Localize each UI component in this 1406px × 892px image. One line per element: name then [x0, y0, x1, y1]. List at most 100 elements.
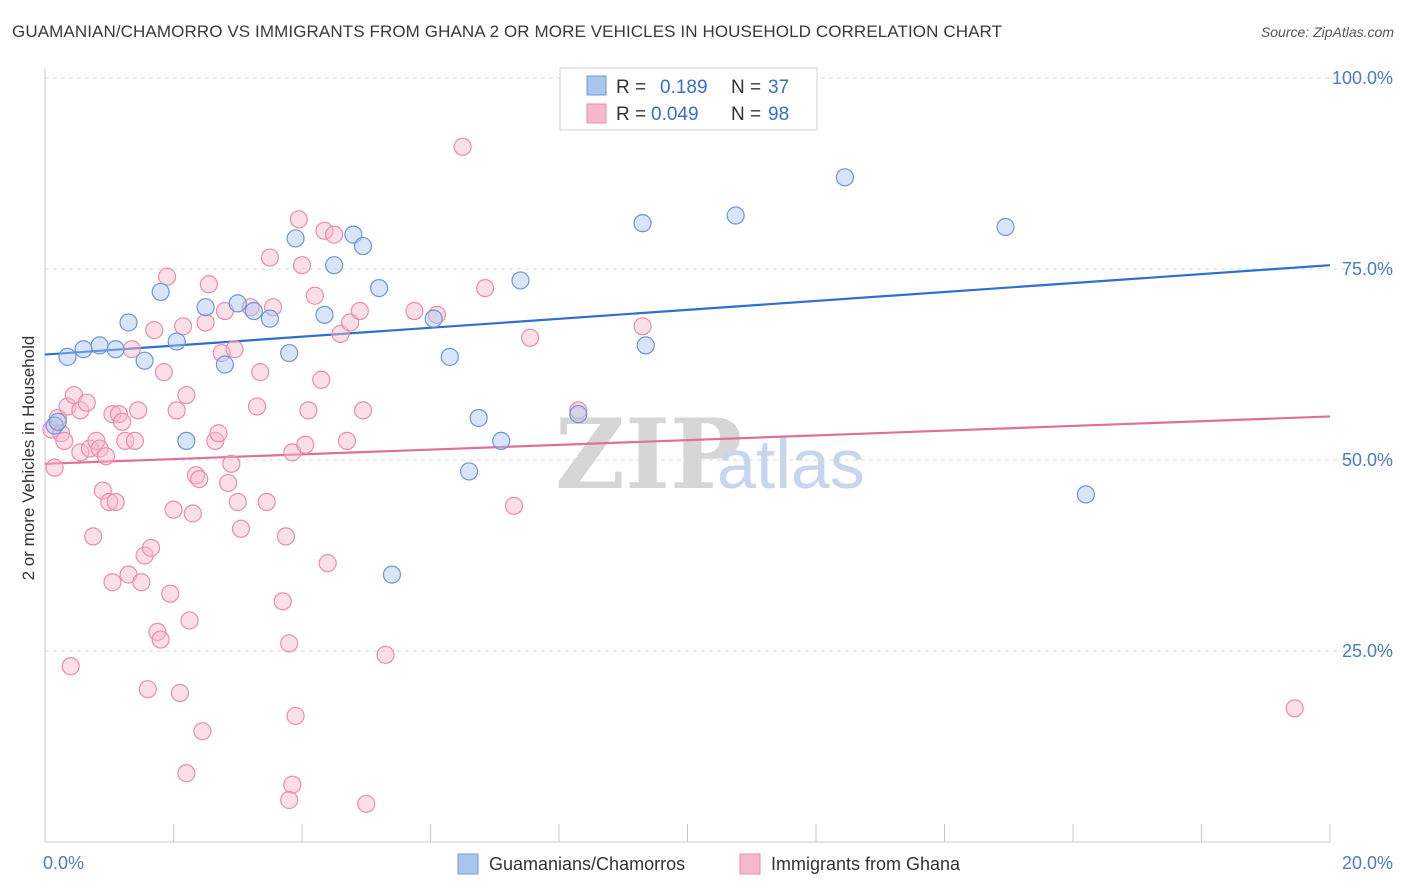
point-guamanian-24 — [440, 347, 459, 366]
point-ghana-52 — [209, 424, 228, 443]
point-ghana-30 — [138, 680, 157, 699]
point-ghana-58 — [228, 492, 247, 512]
point-ghana-38 — [164, 500, 183, 519]
point-ghana-81 — [337, 431, 357, 450]
point-guamanian-29 — [569, 405, 588, 424]
point-guamanian-17 — [315, 305, 334, 324]
trend-line-ghana — [44, 415, 1331, 465]
point-guamanian-35 — [1076, 485, 1095, 504]
point-guamanian-2 — [74, 340, 93, 359]
point-guamanian-6 — [135, 351, 154, 370]
point-ghana-71 — [289, 210, 308, 229]
point-guamanian-7 — [151, 282, 170, 302]
point-guamanian-26 — [469, 408, 488, 428]
point-ghana-79 — [325, 225, 344, 244]
stats-legend-r-label-1: R = — [616, 77, 646, 98]
point-ghana-78 — [318, 554, 337, 573]
point-ghana-95 — [283, 775, 302, 794]
point-ghana-63 — [257, 492, 276, 512]
point-guamanian-27 — [492, 431, 511, 450]
point-ghana-26 — [125, 431, 145, 450]
point-guamanian-3 — [90, 336, 109, 355]
point-ghana-40 — [170, 683, 190, 703]
axes — [44, 68, 1331, 843]
point-ghana-84 — [353, 401, 373, 420]
point-ghana-56 — [222, 454, 241, 473]
point-ghana-57 — [225, 340, 244, 359]
tick-labels: 25.0% 50.0% 75.0% 100.0% 0.0% 20.0% — [43, 68, 1393, 873]
chart-title: GUAMANIAN/CHAMORRO VS IMMIGRANTS FROM GH… — [12, 22, 1003, 41]
point-ghana-85 — [357, 794, 376, 813]
point-ghana-93 — [569, 401, 588, 420]
point-ghana-90 — [476, 279, 495, 298]
point-ghana-70 — [286, 706, 305, 726]
point-ghana-9 — [71, 401, 90, 420]
point-ghana-25 — [122, 340, 141, 359]
point-ghana-65 — [263, 298, 283, 317]
stats-legend-swatch-ghana — [586, 103, 607, 124]
point-ghana-32 — [145, 321, 164, 340]
y-tick-label-75: 75.0% — [1342, 259, 1393, 279]
point-guamanian-10 — [196, 298, 215, 317]
point-ghana-6 — [61, 657, 80, 676]
point-ghana-68 — [280, 634, 299, 653]
point-ghana-48 — [193, 722, 212, 741]
stats-legend-r-value-1: 0.189 — [660, 77, 708, 98]
point-guamanian-21 — [370, 279, 389, 298]
point-ghana-92 — [520, 328, 540, 347]
point-ghana-28 — [132, 573, 151, 592]
point-ghana-49 — [196, 313, 215, 332]
point-ghana-62 — [251, 363, 270, 382]
data-points — [42, 137, 1304, 813]
point-guamanian-22 — [382, 565, 402, 584]
point-ghana-45 — [183, 504, 202, 523]
point-ghana-36 — [157, 267, 177, 286]
point-guamanian-30 — [633, 214, 652, 233]
point-ghana-37 — [161, 584, 180, 603]
point-guamanian-13 — [244, 301, 263, 321]
y-axis-label: 2 or more Vehicles in Household — [19, 336, 38, 581]
point-guamanian-14 — [260, 309, 279, 328]
point-guamanian-33 — [835, 168, 855, 187]
point-ghana-73 — [296, 435, 315, 454]
point-ghana-66 — [273, 592, 292, 611]
point-ghana-18 — [103, 405, 122, 424]
stats-legend-n-value-2: 98 — [768, 104, 789, 125]
point-ghana-59 — [231, 519, 251, 538]
point-ghana-22 — [112, 412, 132, 431]
trend-line-guamanian — [44, 264, 1331, 356]
point-ghana-39 — [167, 401, 186, 420]
point-ghana-97 — [1285, 699, 1304, 718]
point-ghana-31 — [141, 538, 161, 557]
point-ghana-96 — [280, 790, 299, 810]
point-ghana-14 — [90, 439, 109, 458]
stats-legend-r-label-2: R = — [616, 104, 646, 125]
point-guamanian-16 — [286, 229, 305, 248]
point-ghana-74 — [299, 401, 318, 420]
point-ghana-23 — [116, 431, 135, 450]
point-ghana-47 — [190, 470, 209, 489]
point-guamanian-12 — [228, 294, 247, 313]
point-ghana-27 — [129, 401, 148, 420]
series-legend-swatch-ghana — [739, 853, 761, 875]
stats-legend: R = 0.189 N = 37 R = 0.049 N = 98 — [559, 67, 818, 131]
x-tick-label-0: 0.0% — [43, 853, 84, 873]
point-ghana-41 — [174, 317, 193, 336]
point-ghana-15 — [93, 481, 112, 500]
series-legend-label-guamanian: Guamanians/Chamorros — [489, 854, 685, 874]
point-ghana-16 — [96, 447, 116, 466]
point-ghana-94 — [633, 317, 652, 336]
series-legend-swatch-guamanian — [457, 853, 479, 875]
point-ghana-72 — [292, 256, 312, 275]
point-ghana-29 — [135, 546, 154, 565]
point-ghana-87 — [405, 301, 424, 321]
point-guamanian-20 — [353, 236, 373, 256]
point-ghana-64 — [260, 248, 279, 267]
point-guamanian-36 — [48, 412, 67, 431]
stats-legend-n-label-2: N = — [731, 104, 761, 125]
point-ghana-11 — [80, 439, 100, 458]
point-guamanian-32 — [726, 206, 745, 225]
trend-lines — [44, 264, 1331, 465]
y-tick-label-25: 25.0% — [1342, 641, 1393, 661]
